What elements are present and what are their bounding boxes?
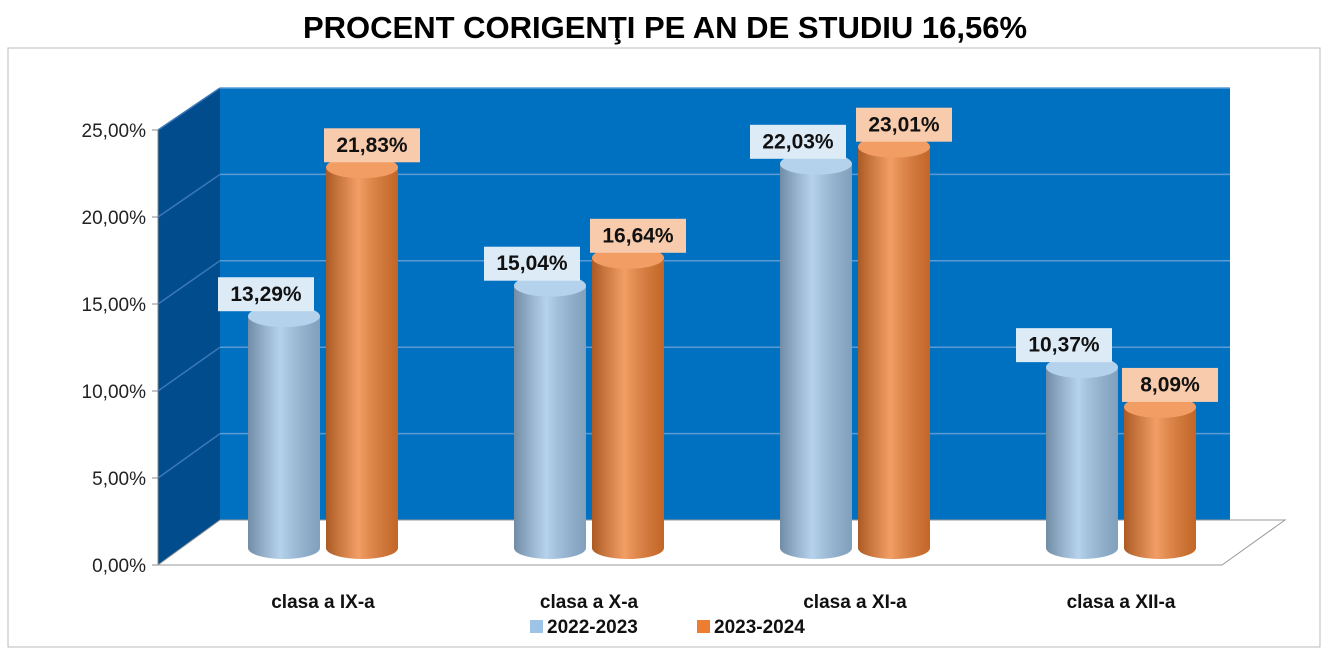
value-label-box — [484, 246, 580, 281]
value-label-box — [856, 107, 952, 142]
value-label: 10,37% — [1028, 334, 1100, 357]
bar — [1046, 356, 1118, 559]
value-label: 21,83% — [336, 134, 408, 157]
y-tick-label: 10,00% — [82, 382, 147, 403]
y-tick-label: 20,00% — [82, 208, 147, 229]
bar — [780, 152, 852, 559]
bar-shade — [1124, 406, 1196, 559]
bar-shade — [326, 167, 398, 560]
side-grid-line — [157, 432, 221, 479]
x-tick-label: clasa a IX-a — [271, 592, 375, 613]
value-label: 8,09% — [1140, 373, 1200, 396]
bar — [1124, 395, 1196, 559]
back-wall — [220, 88, 1230, 520]
x-tick-label: clasa a X-a — [540, 592, 639, 613]
bar — [514, 274, 586, 559]
bar-shade — [858, 146, 930, 559]
y-tick-label: 15,00% — [82, 295, 147, 316]
value-label: 13,29% — [230, 283, 302, 306]
value-label-box — [324, 128, 420, 163]
side-grid-line — [157, 260, 221, 305]
value-label: 23,01% — [868, 113, 940, 136]
bar-shade — [248, 316, 320, 559]
legend-label: 2023-2024 — [714, 617, 805, 638]
value-label-box — [1016, 328, 1112, 363]
bar-shade — [514, 285, 586, 559]
bar — [592, 246, 664, 559]
value-label: 16,64% — [602, 224, 674, 247]
bar-shade — [592, 257, 664, 559]
bar — [858, 135, 930, 559]
side-grid-line — [157, 173, 221, 218]
chart-title: PROCENT CORIGENŢI PE AN DE STUDIU 16,56% — [303, 10, 1027, 45]
side-grid-line — [157, 346, 221, 392]
side-wall — [158, 88, 220, 565]
bar — [248, 305, 320, 559]
legend-label: 2022-2023 — [547, 617, 638, 638]
legend-swatch — [697, 620, 710, 633]
bar-shade — [780, 163, 852, 559]
x-tick-label: clasa a XII-a — [1067, 592, 1176, 613]
value-label-box — [590, 218, 686, 253]
x-tick-label: clasa a XI-a — [803, 592, 907, 613]
value-label-box — [1122, 367, 1218, 402]
value-label-box — [750, 124, 846, 159]
bar — [326, 156, 398, 560]
side-grid-line — [157, 87, 221, 131]
y-tick-label: 0,00% — [92, 556, 146, 577]
floor — [156, 519, 1287, 566]
legend-swatch — [530, 620, 543, 633]
value-label: 22,03% — [762, 130, 834, 153]
y-tick-label: 25,00% — [82, 121, 147, 142]
value-label: 15,04% — [496, 252, 568, 275]
y-tick-label: 5,00% — [92, 469, 146, 490]
value-label-box — [218, 277, 314, 312]
bar-shade — [1046, 367, 1118, 559]
